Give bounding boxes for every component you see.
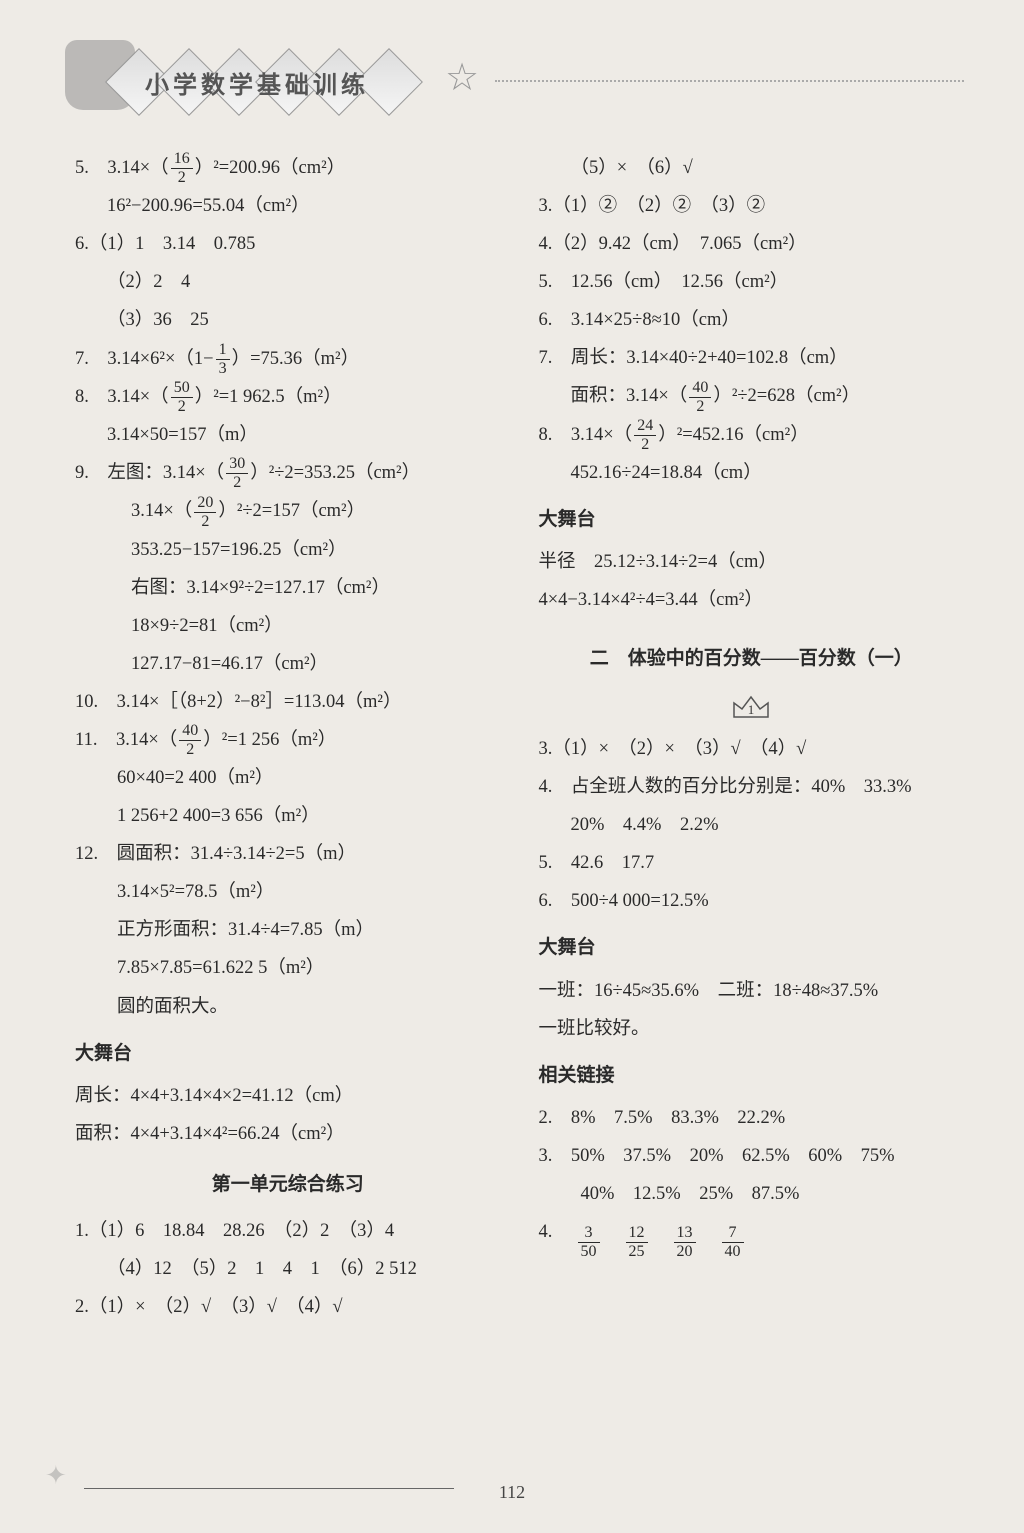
text: ）²=1 256（m²） — [203, 730, 336, 750]
unit1-q2: 2.（1）× （2）√ （3）√ （4）√ — [75, 1289, 501, 1325]
answer-6-line3: （3）36 25 — [75, 302, 501, 338]
stage3-line2: 一班比较好。 — [539, 1011, 965, 1047]
section-stage-2: 大舞台 — [539, 501, 965, 538]
fraction: 350 — [578, 1225, 600, 1260]
answer-8-line2: 3.14×50=157（m） — [75, 417, 501, 453]
text: ）²÷2=353.25（cm²） — [250, 463, 420, 483]
answer-6-line1: 6.（1）1 3.14 0.785 — [75, 226, 501, 262]
unit1-q5: 5. 12.56（cm） 12.56（cm²） — [539, 264, 965, 300]
link-q3-line2: 40% 12.5% 25% 87.5% — [539, 1176, 965, 1212]
unit1-q8-line1: 8. 3.14×（242）²=452.16（cm²） — [539, 417, 965, 453]
fraction: 1320 — [674, 1225, 696, 1260]
unit1-title: 第一单元综合练习 — [75, 1166, 501, 1203]
section-stage-3: 大舞台 — [539, 929, 965, 966]
fraction: 162 — [171, 151, 193, 186]
unit1-q4: 4.（2）9.42（cm） 7.065（cm²） — [539, 226, 965, 262]
fraction: 202 — [194, 495, 216, 530]
fraction: 502 — [171, 380, 193, 415]
answer-12-line2: 3.14×5²=78.5（m²） — [75, 874, 501, 910]
text: 9. 左图：3.14×（ — [75, 463, 224, 483]
section-stage-1: 大舞台 — [75, 1035, 501, 1072]
ch2-q4-line2: 20% 4.4% 2.2% — [539, 807, 965, 843]
link-q2: 2. 8% 7.5% 83.3% 22.2% — [539, 1100, 965, 1136]
link-q3-line1: 3. 50% 37.5% 20% 62.5% 60% 75% — [539, 1138, 965, 1174]
answer-11-line1: 11. 3.14×（402）²=1 256（m²） — [75, 722, 501, 758]
stage3-line1: 一班：16÷45≈35.6% 二班：18÷48≈37.5% — [539, 973, 965, 1009]
unit1-q3: 3.（1）② （2）② （3）② — [539, 188, 965, 224]
unit1-q1-line2: （4）12 （5）2 1 4 1 （6）2 512 — [75, 1251, 501, 1287]
answer-7: 7. 3.14×6²×（1−13）=75.36（m²） — [75, 341, 501, 377]
content-columns: 5. 3.14×（162）²=200.96（cm²） 16²−200.96=55… — [75, 150, 964, 1327]
text: ）²÷2=157（cm²） — [218, 501, 365, 521]
fraction-list: 350 1225 1320 740 — [576, 1225, 746, 1260]
unit1-q7-line1: 7. 周长：3.14×40÷2+40=102.8（cm） — [539, 340, 965, 376]
crown-number: 1 — [748, 702, 755, 717]
answer-12-line1: 12. 圆面积：31.4÷3.14÷2=5（m） — [75, 836, 501, 872]
fraction: 302 — [226, 456, 248, 491]
ch2-q5: 5. 42.6 17.7 — [539, 845, 965, 881]
text: 8. 3.14×（ — [75, 387, 169, 407]
answer-9-line2: 3.14×（202）²÷2=157（cm²） — [75, 493, 501, 529]
stage1-line2: 面积：4×4+3.14×4²=66.24（cm²） — [75, 1116, 501, 1152]
page: 小学数学基础训练 ☆ 5. 3.14×（162）²=200.96（cm²） 16… — [0, 0, 1024, 1533]
text: 3.14×（ — [131, 501, 192, 521]
answer-9-line1: 9. 左图：3.14×（302）²÷2=353.25（cm²） — [75, 455, 501, 491]
answer-12-line4: 7.85×7.85=61.622 5（m²） — [75, 950, 501, 986]
answer-9-line4: 右图：3.14×9²÷2=127.17（cm²） — [75, 570, 501, 606]
header-dotted-line — [495, 80, 964, 82]
ch2-q6: 6. 500÷4 000=12.5% — [539, 883, 965, 919]
section-related-links: 相关链接 — [539, 1057, 965, 1094]
right-column: （5）× （6）√ 3.（1）② （2）② （3）② 4.（2）9.42（cm）… — [539, 150, 965, 1327]
page-title: 小学数学基础训练 — [145, 65, 369, 100]
text: ）=75.36（m²） — [232, 349, 360, 369]
stage2-line1: 半径 25.12÷3.14÷2=4（cm） — [539, 544, 965, 580]
text: 7. 3.14×6²×（1− — [75, 349, 214, 369]
text: 8. 3.14×（ — [539, 425, 633, 445]
text: 11. 3.14×（ — [75, 730, 177, 750]
ch2-q4-line1: 4. 占全班人数的百分比分别是：40% 33.3% — [539, 769, 965, 805]
fraction: 740 — [722, 1225, 744, 1260]
text: 5. 3.14×（ — [75, 158, 169, 178]
text: ）²=200.96（cm²） — [195, 158, 346, 178]
page-number: 112 — [499, 1482, 525, 1503]
left-column: 5. 3.14×（162）²=200.96（cm²） 16²−200.96=55… — [75, 150, 501, 1327]
answer-9-line3: 353.25−157=196.25（cm²） — [75, 532, 501, 568]
text: ）²=452.16（cm²） — [658, 425, 809, 445]
stage1-line1: 周长：4×4+3.14×4×2=41.12（cm） — [75, 1078, 501, 1114]
stage2-line2: 4×4−3.14×4²÷4=3.44（cm²） — [539, 582, 965, 618]
answer-5-line1: 5. 3.14×（162）²=200.96（cm²） — [75, 150, 501, 186]
unit1-q1-line1: 1.（1）6 18.84 28.26 （2）2 （3）4 — [75, 1213, 501, 1249]
answer-8-line1: 8. 3.14×（502）²=1 962.5（m²） — [75, 379, 501, 415]
answer-12-line5: 圆的面积大。 — [75, 989, 501, 1025]
answer-12-line3: 正方形面积：31.4÷4=7.85（m） — [75, 912, 501, 948]
unit1-q6: 6. 3.14×25÷8≈10（cm） — [539, 302, 965, 338]
answer-11-line3: 1 256+2 400=3 656（m²） — [75, 798, 501, 834]
link-q4: 4. 350 1225 1320 740 — [539, 1214, 965, 1260]
answer-9-line6: 127.17−81=46.17（cm²） — [75, 646, 501, 682]
text: ）²=1 962.5（m²） — [195, 387, 342, 407]
fraction: 242 — [634, 418, 656, 453]
header-banner: 小学数学基础训练 ☆ — [75, 50, 964, 130]
text: ）²÷2=628（cm²） — [713, 386, 860, 406]
answer-11-line2: 60×40=2 400（m²） — [75, 760, 501, 796]
unit1-q7-line2: 面积：3.14×（402）²÷2=628（cm²） — [539, 378, 965, 414]
answer-9-line5: 18×9÷2=81（cm²） — [75, 608, 501, 644]
corner-decoration-icon: ✦ — [45, 1461, 85, 1501]
text: 面积：3.14×（ — [571, 386, 688, 406]
fraction: 402 — [689, 380, 711, 415]
bottom-rule — [84, 1488, 454, 1489]
answer-10: 10. 3.14×［（8+2）²−8²］=113.04（m²） — [75, 684, 501, 720]
fraction: 13 — [216, 342, 230, 377]
answer-5-line2: 16²−200.96=55.04（cm²） — [75, 188, 501, 224]
fraction: 402 — [179, 723, 201, 758]
unit1-q2-cont: （5）× （6）√ — [539, 150, 965, 186]
unit1-q8-line2: 452.16÷24=18.84（cm） — [539, 455, 965, 491]
text: 4. — [539, 1222, 571, 1242]
fraction: 1225 — [626, 1225, 648, 1260]
ch2-q3: 3.（1）× （2）× （3）√ （4）√ — [539, 731, 965, 767]
chapter-2-title: 二 体验中的百分数——百分数（一） — [539, 640, 965, 677]
answer-6-line2: （2）2 4 — [75, 264, 501, 300]
crown-icon: 1 — [730, 691, 772, 723]
star-icon: ☆ — [445, 55, 479, 100]
